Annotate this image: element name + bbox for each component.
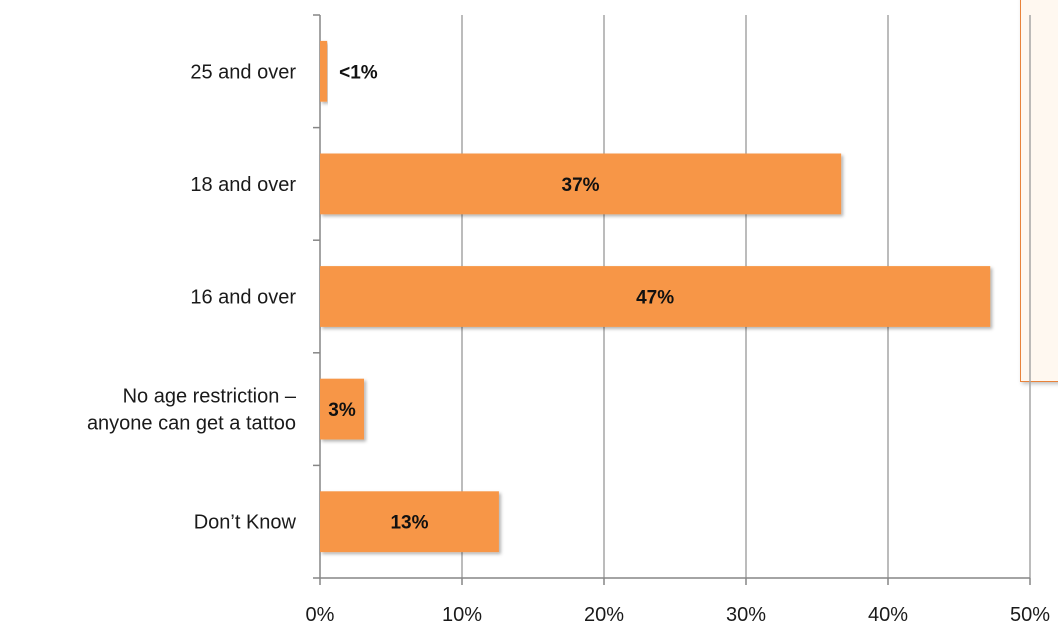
category-label: 18 and over bbox=[190, 174, 296, 196]
x-tick-label: 40% bbox=[868, 604, 908, 626]
bar bbox=[320, 266, 991, 327]
bars bbox=[320, 40, 991, 553]
bar bbox=[320, 153, 842, 215]
data-label: 37% bbox=[562, 175, 600, 196]
category-label: anyone can get a tattoo bbox=[87, 413, 296, 435]
category-label: Don’t Know bbox=[194, 512, 297, 534]
x-tick-label: 20% bbox=[584, 604, 624, 626]
x-tick-label: 50% bbox=[1010, 604, 1050, 626]
x-tick-label: 10% bbox=[442, 604, 482, 626]
x-tick-label: 30% bbox=[726, 604, 766, 626]
bar bbox=[320, 491, 499, 553]
data-label: 3% bbox=[328, 400, 356, 421]
category-label: No age restriction – bbox=[123, 386, 297, 408]
x-tick-label: 0% bbox=[306, 604, 335, 626]
data-label: 13% bbox=[390, 513, 428, 534]
data-label: <1% bbox=[339, 62, 378, 83]
callout-box bbox=[1020, 0, 1058, 382]
bar bbox=[320, 378, 365, 440]
data-label: 47% bbox=[636, 288, 674, 309]
category-label: 25 and over bbox=[190, 61, 296, 83]
category-label: 16 and over bbox=[190, 287, 296, 309]
bar bbox=[320, 40, 328, 102]
labels: 0% 10% 20% 30% 40% 50% <1% 25 and over 37% 18 and… bbox=[87, 61, 1050, 626]
